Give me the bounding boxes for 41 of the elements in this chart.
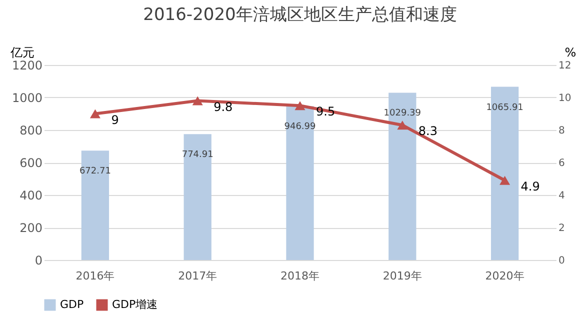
data-label: 774.91	[182, 150, 214, 160]
bar	[286, 106, 314, 260]
x-tick-label: 2019年	[382, 270, 422, 282]
point	[90, 109, 100, 118]
y2-tick-label: 12	[558, 60, 572, 72]
y2-tick-label: 8	[558, 126, 565, 136]
data-label: 1029.39	[384, 108, 422, 119]
y-tick-label: 200	[20, 221, 42, 235]
y-axis-title: 亿元	[10, 46, 34, 60]
y-tick-label: 1000	[12, 91, 42, 105]
legend-label: GDP	[60, 298, 84, 311]
data-label: 9	[111, 112, 119, 127]
data-label: 8.3	[418, 124, 438, 138]
y-tick-label: 0	[34, 254, 42, 268]
x-tick-label: 2016年	[76, 270, 115, 282]
y-tick-label: 800	[20, 124, 42, 138]
y-tick-label: 1200	[12, 58, 42, 72]
x-tick-label: 2018年	[280, 270, 320, 282]
chart-title: 2016-2020年涪城区地区生产总值和速度	[143, 5, 457, 25]
data-label: 4.9	[520, 179, 540, 194]
point	[192, 96, 203, 106]
y2-tick-label: 6	[558, 158, 565, 169]
y2-axis-title: %	[564, 46, 576, 60]
bar	[81, 150, 110, 260]
legend-label: GDP增速	[112, 298, 158, 311]
y2-tick-label: 2	[558, 223, 565, 234]
point	[294, 101, 306, 110]
y-tick-label: 600	[20, 156, 42, 170]
x-tick-label: 2020年	[485, 270, 524, 282]
data-label: 9.8	[214, 100, 233, 114]
data-label: 672.71	[79, 166, 111, 177]
y2-tick-label: 10	[558, 93, 572, 104]
y2-tick-label: 4	[558, 190, 565, 202]
point	[397, 120, 408, 130]
y-tick-label: 400	[20, 188, 42, 202]
x-tick-label: 2017年	[178, 270, 218, 282]
bar	[184, 134, 212, 260]
data-label: 946.99	[284, 122, 316, 132]
y2-tick-label: 0	[558, 256, 565, 266]
data-label: 1065.91	[486, 102, 524, 113]
point	[500, 176, 510, 185]
